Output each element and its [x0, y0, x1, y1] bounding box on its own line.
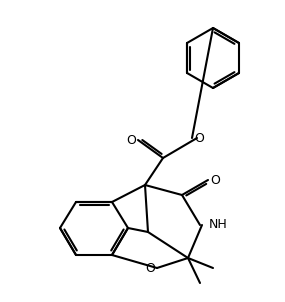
Text: O: O	[145, 262, 155, 275]
Text: O: O	[210, 174, 220, 187]
Text: NH: NH	[209, 219, 228, 232]
Text: O: O	[126, 133, 136, 146]
Text: O: O	[194, 131, 204, 144]
